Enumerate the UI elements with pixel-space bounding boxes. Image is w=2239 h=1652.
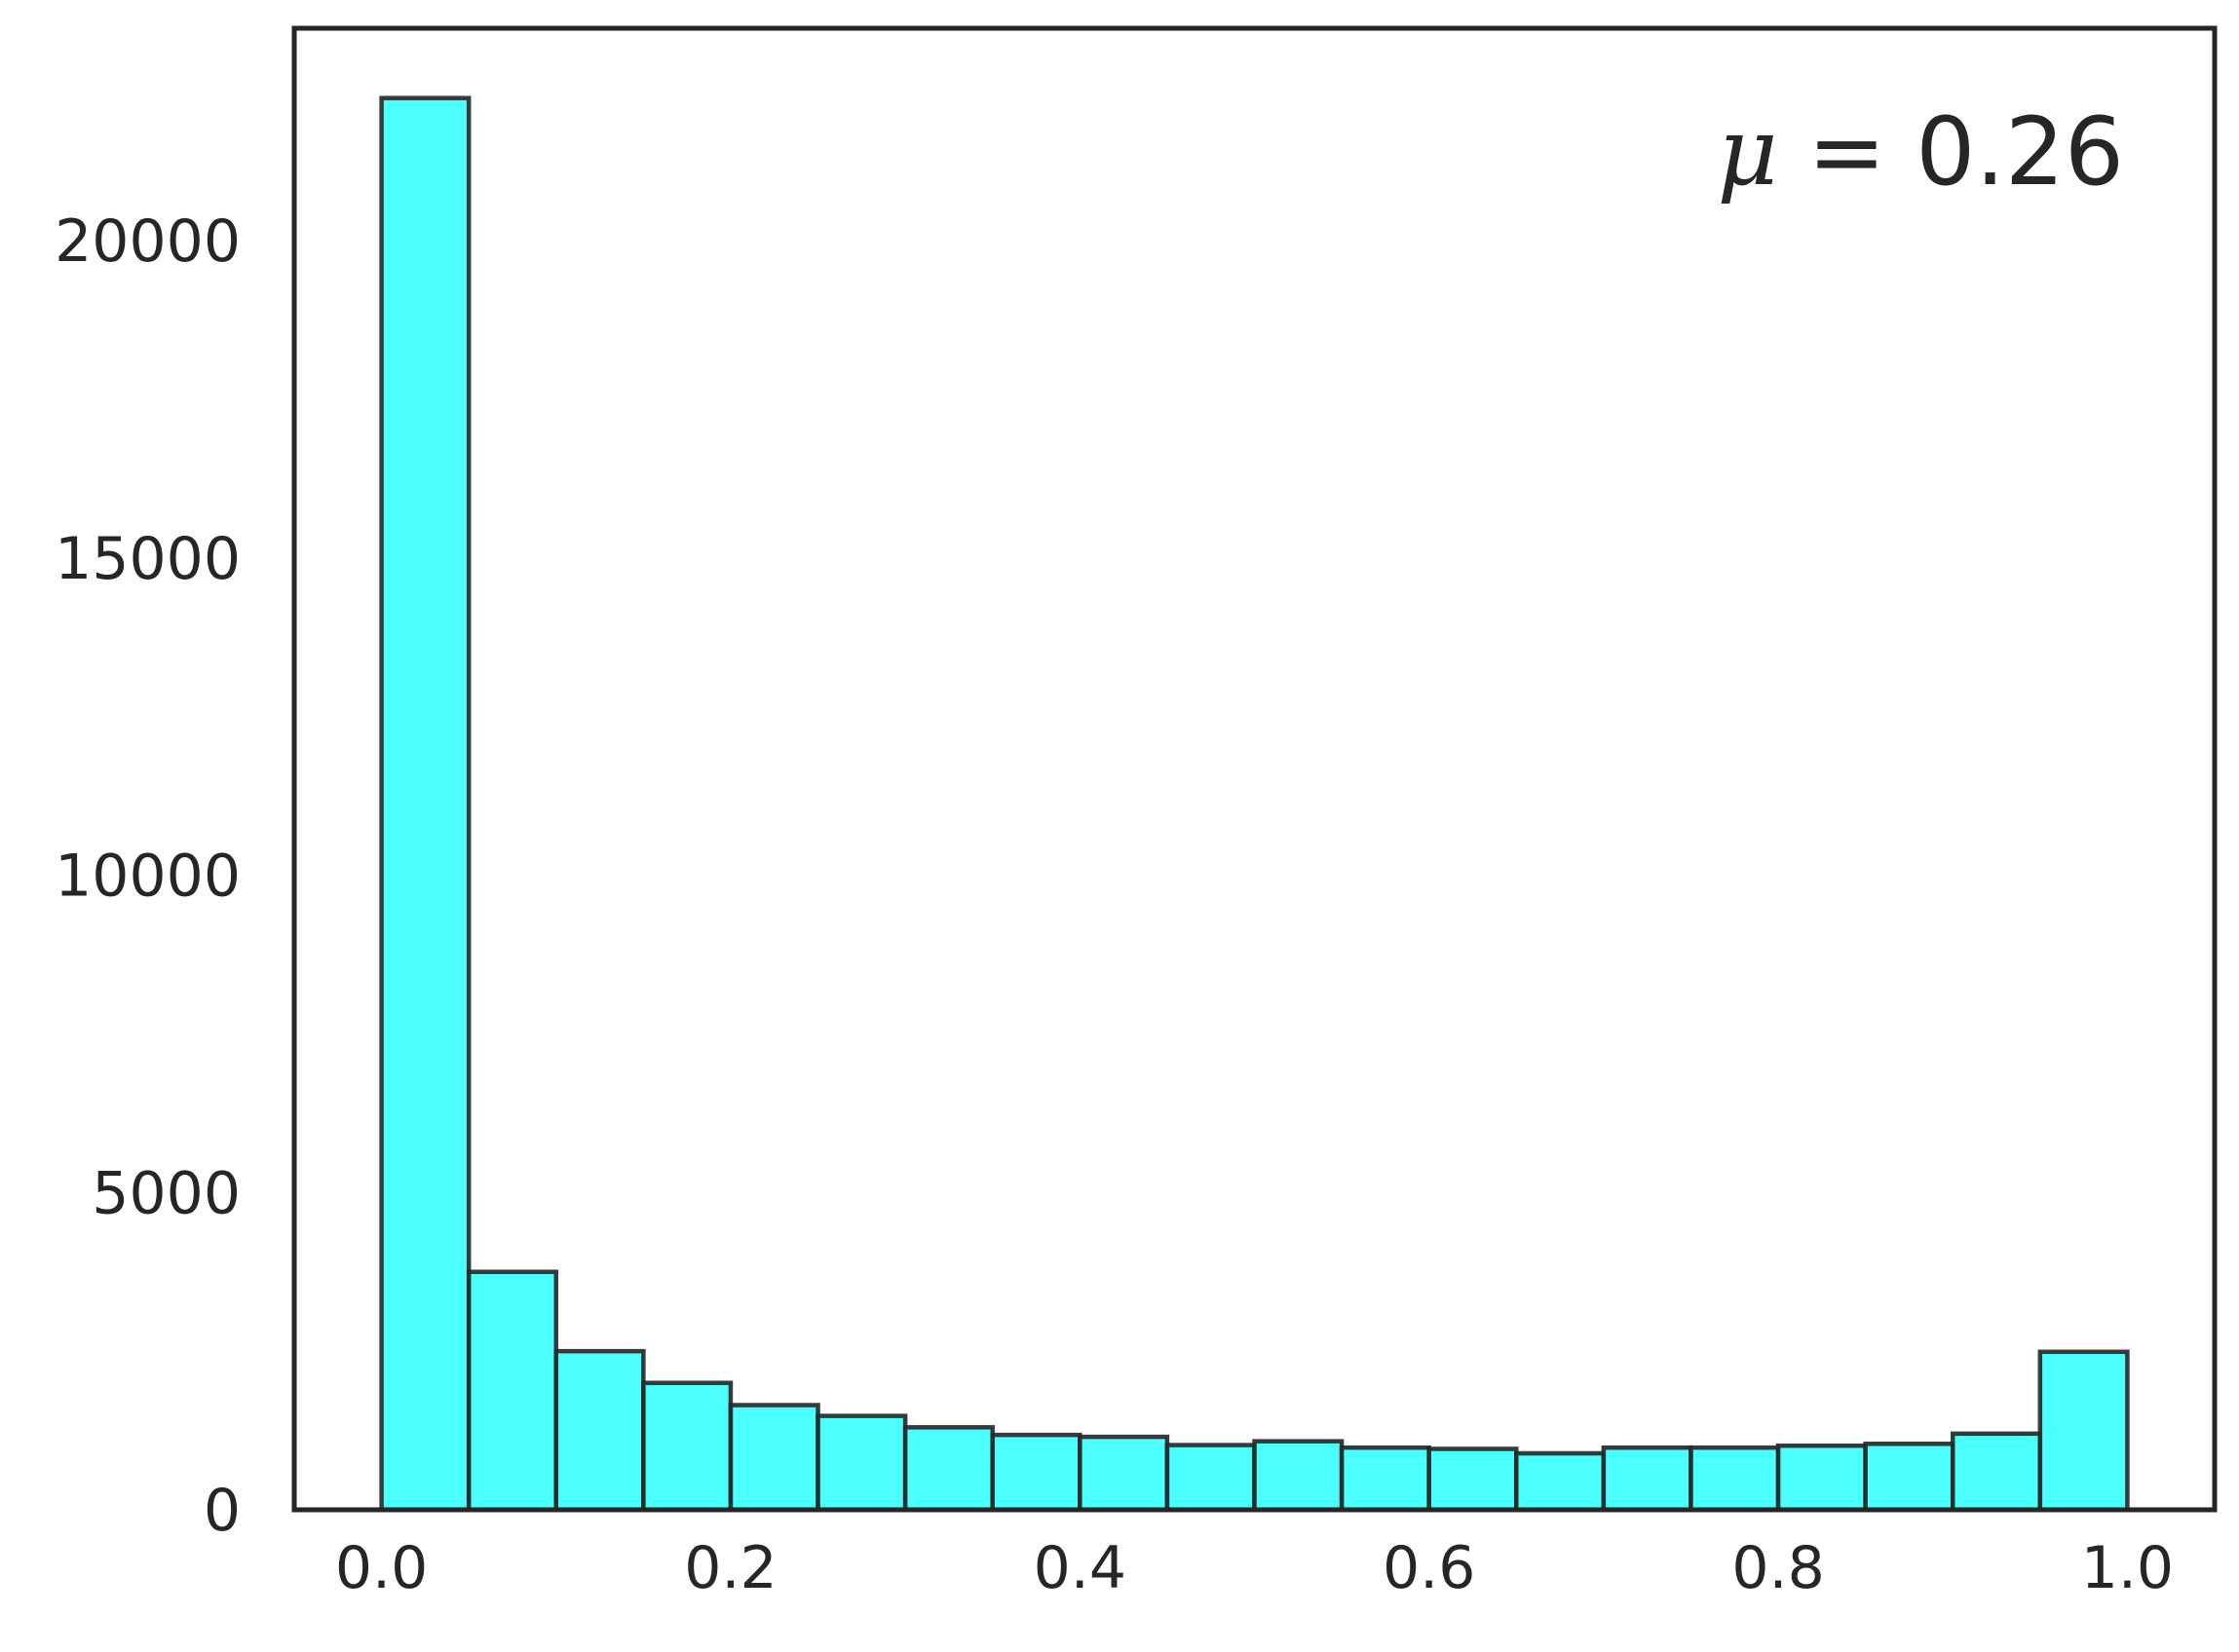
mean-annotation: μ = 0.26 — [1717, 97, 2124, 206]
histogram-bar — [1601, 1445, 1693, 1513]
y-tick-label: 15000 — [55, 525, 241, 593]
histogram-bar — [1426, 1446, 1519, 1513]
histogram-bar — [1863, 1442, 1955, 1513]
histogram-bar — [1689, 1445, 1781, 1513]
mu-symbol: μ — [1717, 97, 1777, 206]
histogram-bar — [466, 1269, 559, 1513]
histogram-bar — [1078, 1434, 1170, 1513]
y-tick-label: 5000 — [92, 1159, 241, 1227]
histogram-bar — [1950, 1431, 2043, 1513]
y-tick-label: 10000 — [55, 843, 241, 911]
x-tick-label: 0.2 — [684, 1534, 777, 1602]
x-tick-label: 0.0 — [335, 1534, 428, 1602]
x-tick-label: 1.0 — [2081, 1534, 2174, 1602]
histogram-bar — [1339, 1445, 1431, 1513]
x-tick-label: 0.8 — [1731, 1534, 1824, 1602]
histogram-bar — [816, 1413, 908, 1513]
y-tick-label: 20000 — [55, 207, 241, 276]
histogram-bar — [1514, 1450, 1607, 1513]
x-tick-label: 0.4 — [1034, 1534, 1126, 1602]
y-tick-label: 0 — [204, 1477, 241, 1545]
histogram-bar — [990, 1432, 1082, 1513]
histogram-bar — [902, 1425, 995, 1513]
histogram-bar — [728, 1403, 820, 1513]
y-tick-labels: 0 5000 10000 15000 20000 — [55, 207, 241, 1545]
histogram-bar — [1252, 1439, 1345, 1513]
mean-value-text: = 0.26 — [1778, 97, 2124, 206]
histogram-bar — [553, 1348, 646, 1513]
histogram-bar — [1164, 1443, 1257, 1513]
histogram-bar — [1775, 1443, 1868, 1513]
bars-group — [379, 95, 2130, 1513]
x-tick-label: 0.6 — [1383, 1534, 1475, 1602]
histogram-bar — [379, 95, 472, 1513]
histogram-bar — [2037, 1349, 2130, 1513]
plot-frame — [291, 25, 2218, 1513]
x-tick-labels: 0.0 0.2 0.4 0.6 0.8 1.0 — [335, 1534, 2174, 1602]
histogram-bar — [641, 1380, 734, 1513]
